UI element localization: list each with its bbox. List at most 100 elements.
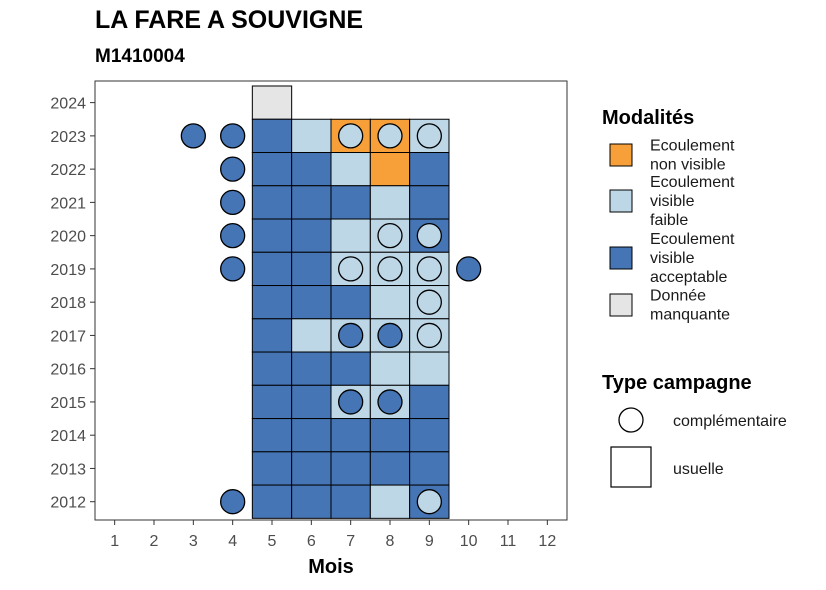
- y-tick-label: 2024: [50, 96, 86, 113]
- point-2019-7: [338, 256, 364, 282]
- y-tick-label: 2013: [50, 461, 86, 478]
- legend-label-non_visible: non visible: [650, 157, 726, 174]
- point-2020-8: [377, 222, 403, 249]
- point-2019-4: [220, 256, 246, 282]
- legend-type-campagne: Type campagne complémentaire usuelle: [602, 372, 787, 488]
- legend-label-visible_acceptable: Ecoulement: [650, 231, 735, 248]
- x-tick-label: 1: [110, 533, 119, 550]
- legend-type-title: Type campagne: [602, 372, 752, 394]
- legend-swatch-non_visible: [609, 143, 633, 167]
- tile-2014-8: [369, 418, 411, 453]
- tile-2013-5: [251, 451, 293, 486]
- point-2023-8: [377, 123, 403, 149]
- point-2012-9: [416, 489, 442, 515]
- y-tick-label: 2020: [50, 229, 86, 246]
- tile-2022-6: [291, 152, 332, 187]
- tile-2023-5: [251, 118, 293, 154]
- tile-2019-6: [291, 251, 332, 287]
- legend-label-manquante: Donnée: [650, 288, 706, 305]
- tile-2023-6: [291, 118, 332, 154]
- legend-label-visible_faible: Ecoulement: [650, 174, 735, 191]
- tile-2016-8: [369, 351, 411, 386]
- point-2012-4: [220, 489, 246, 515]
- point-2017-8: [377, 322, 403, 349]
- point-2023-9: [416, 123, 442, 149]
- x-axis-title: Mois: [308, 556, 354, 578]
- x-tick-label: 12: [538, 533, 556, 550]
- legend-complementaire-icon: [618, 407, 644, 433]
- legend-label-non_visible: Ecoulement: [650, 138, 735, 155]
- y-tick-label: 2023: [50, 129, 86, 146]
- legend-label-visible_faible: faible: [650, 212, 688, 229]
- y-tick-label: 2015: [50, 395, 86, 412]
- tile-2016-7: [330, 351, 371, 386]
- tile-2013-9: [409, 451, 450, 486]
- tile-2022-9: [409, 152, 450, 187]
- tile-2015-6: [291, 384, 332, 420]
- y-tick-label: 2012: [50, 495, 86, 512]
- y-tick-label: 2022: [50, 162, 86, 179]
- tile-2014-7: [330, 418, 371, 453]
- tile-2021-9: [409, 185, 450, 220]
- y-tick-label: 2018: [50, 295, 86, 312]
- point-2023-3: [180, 123, 206, 149]
- chart-subtitle: M1410004: [95, 46, 185, 67]
- point-2015-8: [377, 389, 403, 415]
- tile-2021-7: [330, 185, 371, 220]
- tile-2017-5: [251, 318, 293, 353]
- tile-2016-6: [291, 351, 332, 386]
- y-tick-label: 2021: [50, 195, 86, 212]
- point-2020-4: [220, 222, 246, 249]
- point-2022-4: [220, 156, 246, 182]
- legend-usuelle-icon: [610, 446, 652, 488]
- tile-2018-6: [291, 285, 332, 320]
- tile-2018-7: [330, 285, 371, 320]
- tile-2012-8: [369, 484, 411, 519]
- tile-2014-5: [251, 418, 293, 453]
- x-tick-label: 5: [268, 533, 277, 550]
- tile-2015-5: [251, 384, 293, 420]
- tile-2015-9: [409, 384, 450, 420]
- legend-swatch-manquante: [609, 293, 633, 317]
- tile-2018-5: [251, 285, 293, 320]
- x-tick-label: 4: [228, 533, 237, 550]
- tile-2021-8: [369, 185, 411, 220]
- tile-2020-5: [251, 218, 293, 253]
- point-2023-7: [338, 123, 364, 149]
- y-tick-label: 2019: [50, 262, 86, 279]
- legend-label-visible_acceptable: acceptable: [650, 269, 727, 286]
- tile-2016-5: [251, 351, 293, 386]
- tile-2024-5: [251, 85, 293, 120]
- tile-2012-7: [330, 484, 371, 519]
- x-tick-label: 3: [189, 533, 198, 550]
- point-2021-4: [220, 189, 246, 216]
- legend-label-visible_acceptable: visible: [650, 250, 695, 267]
- tile-2013-6: [291, 451, 332, 486]
- legend-usuelle-label: usuelle: [673, 461, 724, 478]
- tile-2022-8: [369, 152, 411, 187]
- point-2019-9: [416, 256, 442, 282]
- x-tick-label: 2: [150, 533, 159, 550]
- tile-2016-9: [409, 351, 450, 386]
- point-2023-4: [220, 123, 246, 149]
- tile-2022-5: [251, 152, 293, 187]
- y-tick-label: 2016: [50, 362, 86, 379]
- tile-2013-8: [369, 451, 411, 486]
- tile-2013-7: [330, 451, 371, 486]
- x-tick-label: 11: [500, 533, 517, 550]
- x-tick-label: 6: [307, 533, 316, 550]
- tile-2022-7: [330, 152, 371, 187]
- tile-2012-6: [291, 484, 332, 519]
- legend-swatch-visible_faible: [609, 189, 633, 213]
- x-tick-label: 7: [346, 533, 355, 550]
- complementaire-points: [180, 123, 482, 515]
- legend-label-visible_faible: visible: [650, 193, 695, 210]
- point-2017-9: [416, 322, 442, 349]
- tile-2014-9: [409, 418, 450, 453]
- chart-title: LA FARE A SOUVIGNE: [95, 6, 364, 34]
- tile-2017-6: [291, 318, 332, 353]
- tile-2020-7: [330, 218, 371, 253]
- y-tick-label: 2014: [50, 428, 86, 445]
